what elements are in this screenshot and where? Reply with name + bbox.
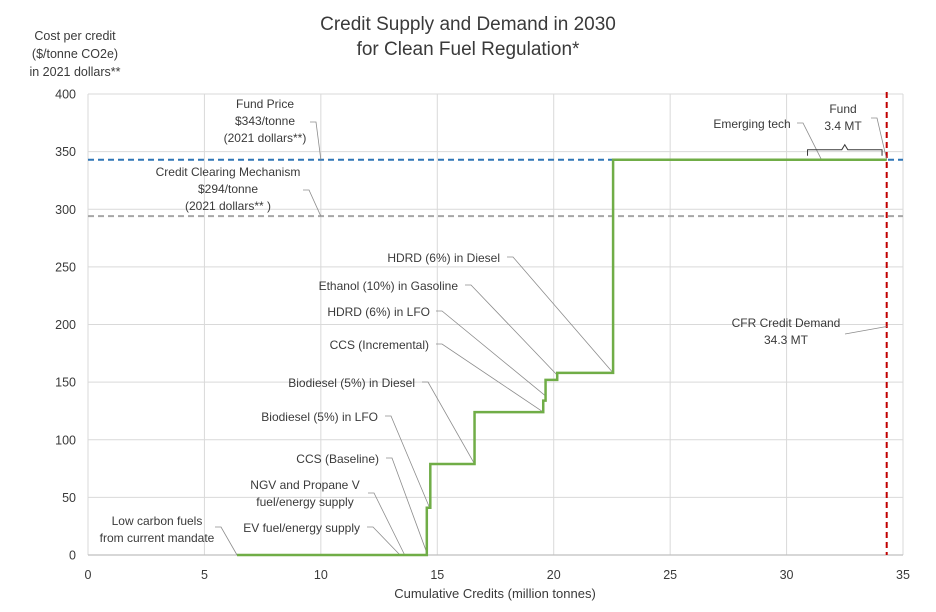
annotation-fund-line2: 3.4 MT: [824, 119, 862, 133]
y-axis-label-line3: in 2021 dollars**: [29, 65, 120, 79]
y-tick-label: 400: [55, 88, 76, 102]
leader-hdrd-lfo: [436, 310, 546, 397]
annotation-low-carbon-line1: Low carbon fuels: [112, 514, 203, 528]
y-tick-label: 150: [55, 376, 76, 390]
annotation-ccs-baseline: CCS (Baseline): [296, 452, 379, 466]
annotation-ev: EV fuel/energy supply: [243, 521, 360, 535]
x-tick-label: 35: [896, 568, 910, 582]
y-tick-label: 250: [55, 260, 76, 274]
x-tick-label: 5: [201, 568, 208, 582]
annotation-ccs-incremental: CCS (Incremental): [330, 338, 429, 352]
annotation-fund-line1: Fund: [829, 102, 856, 116]
supply-curve-group: [237, 158, 887, 557]
annotation-biodiesel-lfo: Biodiesel (5%) in LFO: [261, 410, 378, 424]
y-tick-label: 350: [55, 145, 76, 159]
leader-biodiesel-diesel: [422, 381, 475, 465]
leader-ccs-baseline: [386, 457, 428, 553]
annotation-hdrd-lfo: HDRD (6%) in LFO: [327, 305, 430, 319]
annotation-cfr-demand-line1: CFR Credit Demand: [732, 316, 841, 330]
annotation-leaders: [215, 117, 888, 556]
y-tick-label: 0: [69, 549, 76, 563]
grid: [87, 93, 904, 555]
annotation-low-carbon-line2: from current mandate: [100, 531, 215, 545]
x-tick-label: 20: [547, 568, 561, 582]
reference-lines: [88, 92, 903, 555]
annotation-emerging-tech: Emerging tech: [713, 117, 790, 131]
annotation-cfr-demand-line2: 34.3 MT: [764, 333, 809, 347]
leader-fund-price: [310, 121, 322, 160]
annotation-labels: Fund Price $343/tonne (2021 dollars**) Cred…: [100, 97, 863, 545]
annotation-fund-price-line2: $343/tonne: [235, 114, 295, 128]
leader-ev: [367, 526, 401, 556]
chart-title-line2: for Clean Fuel Regulation*: [357, 39, 580, 60]
leader-low-carbon: [215, 526, 238, 556]
leader-ethanol: [465, 284, 559, 377]
annotation-biodiesel-diesel: Biodiesel (5%) in Diesel: [288, 376, 415, 390]
y-axis-label-line1: Cost per credit: [34, 29, 116, 43]
annotation-ccm-line1: Credit Clearing Mechanism: [156, 165, 301, 179]
x-tick-label: 25: [663, 568, 677, 582]
x-tick-label: 0: [85, 568, 92, 582]
leader-emerging-tech: [797, 122, 822, 160]
leader-ccs-incremental: [436, 343, 544, 413]
annotation-fund-price-line3: (2021 dollars**): [224, 131, 307, 145]
leader-cfr-demand: [844, 326, 887, 335]
axes: 0 50 100 150 200 250 300 350 400 0 5 10 15 20 25 30 35: [55, 88, 910, 583]
chart-title-line1: Credit Supply and Demand in 2030: [320, 14, 616, 35]
supply-curve: [237, 158, 887, 557]
leader-fund: [871, 117, 888, 160]
x-axis-label: Cumulative Credits (million tonnes): [394, 586, 596, 601]
annotation-ccm-line3: (2021 dollars** ): [185, 199, 271, 213]
leader-biodiesel-lfo: [385, 415, 430, 507]
leader-ccm: [303, 189, 322, 217]
annotation-hdrd-diesel: HDRD (6%) in Diesel: [387, 251, 500, 265]
annotation-ethanol: Ethanol (10%) in Gasoline: [319, 279, 459, 293]
fund-bracket: [807, 143, 883, 156]
y-tick-label: 100: [55, 433, 76, 447]
y-tick-label: 200: [55, 318, 76, 332]
y-axis-label-line2: ($/tonne CO2e): [32, 47, 118, 61]
x-tick-label: 30: [780, 568, 794, 582]
y-tick-label: 300: [55, 203, 76, 217]
y-tick-label: 50: [62, 491, 76, 505]
annotation-ngv-propane-line2: fuel/energy supply: [256, 495, 353, 509]
annotation-fund-price-line1: Fund Price: [236, 97, 294, 111]
leader-ngv-propane: [368, 492, 406, 556]
annotation-ngv-propane-line1: NGV and Propane V: [250, 478, 359, 492]
annotation-ccm-line2: $294/tonne: [198, 182, 258, 196]
leader-hdrd-diesel: [507, 256, 614, 374]
x-tick-label: 10: [314, 568, 328, 582]
x-tick-label: 15: [430, 568, 444, 582]
